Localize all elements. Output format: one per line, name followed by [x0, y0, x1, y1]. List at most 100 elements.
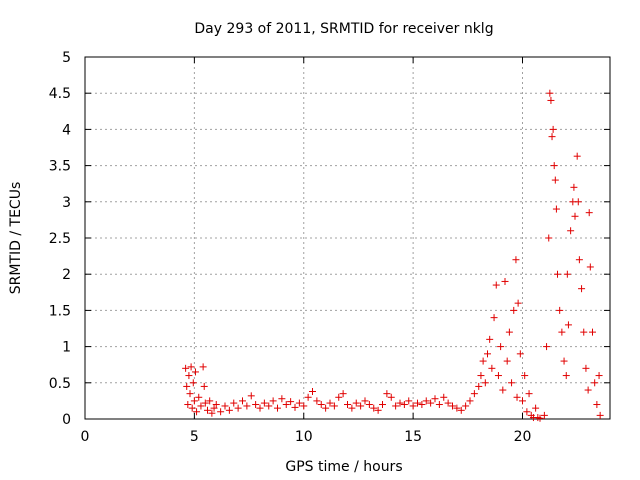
data-point [488, 364, 496, 372]
axis-tick-labels: 0 5 10 15 20 0 0.5 1 1.5 2 2.5 3 3.5 4 4.5 5 [49, 50, 532, 445]
data-point [457, 406, 465, 414]
y-tick-label: 0 [62, 412, 71, 428]
data-point [521, 372, 529, 380]
data-point [567, 227, 575, 235]
data-point [212, 401, 220, 409]
y-tick-label: 3.5 [49, 159, 71, 175]
data-point [313, 397, 321, 405]
data-point [584, 386, 592, 394]
data-point [546, 89, 554, 97]
data-point [221, 402, 229, 410]
data-point [582, 364, 590, 372]
y-tick-label: 1 [62, 340, 71, 356]
data-point [545, 234, 553, 242]
x-axis-label: GPS time / hours [285, 459, 402, 475]
data-point [501, 277, 509, 285]
y-tick-label: 1.5 [49, 303, 71, 319]
data-point [554, 270, 561, 278]
y-tick-label: 3 [62, 195, 71, 211]
data-point [200, 382, 208, 390]
data-point [182, 364, 190, 372]
data-point [435, 401, 443, 409]
data-point [278, 395, 286, 403]
data-point [477, 372, 485, 380]
data-point [387, 393, 395, 401]
data-point [484, 350, 491, 358]
data-point [431, 395, 439, 403]
data-point [204, 406, 211, 414]
data-point [550, 162, 558, 170]
data-point [183, 382, 191, 390]
data-point [191, 368, 199, 376]
x-tick-label: 0 [81, 429, 90, 445]
data-point [185, 372, 193, 380]
data-point [551, 176, 559, 184]
data-point [505, 328, 513, 336]
data-point [563, 270, 571, 278]
y-tick-label: 2 [62, 267, 71, 283]
data-point [274, 404, 281, 412]
data-point [479, 357, 487, 365]
data-point [317, 401, 325, 409]
data-point [492, 281, 500, 289]
data-point [427, 399, 435, 407]
data-point [516, 350, 524, 358]
chart-title: Day 293 of 2011, SRMTID for receiver nkl… [194, 21, 493, 37]
data-point [523, 408, 531, 416]
data-point [575, 256, 583, 264]
y-tick-label: 0.5 [49, 376, 71, 392]
data-point [186, 390, 194, 398]
data-point [291, 403, 299, 411]
data-point [589, 328, 596, 336]
data-point [282, 401, 290, 409]
data-point [352, 399, 360, 407]
data-point [494, 372, 502, 380]
data-markers [182, 89, 604, 422]
data-point [304, 393, 312, 401]
data-point [503, 357, 511, 365]
data-point [269, 397, 277, 405]
data-point [370, 404, 378, 412]
data-point [552, 205, 560, 213]
data-point [585, 209, 593, 217]
data-point [300, 402, 308, 410]
data-point [508, 379, 516, 387]
data-point [199, 363, 207, 371]
data-point [532, 404, 540, 412]
data-point [578, 285, 586, 293]
data-point [556, 306, 564, 314]
data-point [586, 263, 594, 271]
y-tick-label: 5 [62, 50, 71, 66]
data-point [322, 404, 330, 412]
data-point [193, 408, 201, 416]
data-point [593, 401, 601, 409]
data-point [475, 382, 483, 390]
data-point [265, 402, 273, 410]
data-point [466, 397, 474, 405]
data-point [357, 402, 365, 410]
data-point [571, 212, 579, 220]
x-tick-label: 15 [404, 429, 422, 445]
data-point [348, 404, 356, 412]
data-point [486, 335, 494, 343]
data-point [206, 397, 214, 405]
axis-ticks [84, 56, 610, 420]
data-point [547, 96, 555, 104]
data-point [379, 401, 386, 409]
data-point [595, 372, 603, 380]
data-point [295, 399, 303, 407]
data-point [287, 398, 295, 406]
data-point [562, 372, 570, 380]
data-point [217, 408, 225, 416]
data-point [184, 401, 192, 409]
data-point [201, 399, 209, 407]
grid-lines [85, 57, 610, 419]
data-point [195, 393, 203, 401]
data-point [470, 390, 478, 398]
data-point [462, 402, 470, 410]
data-point [210, 404, 218, 412]
data-point [414, 399, 421, 407]
x-tick-label: 5 [190, 429, 199, 445]
data-point [392, 402, 400, 410]
data-point [573, 152, 581, 160]
